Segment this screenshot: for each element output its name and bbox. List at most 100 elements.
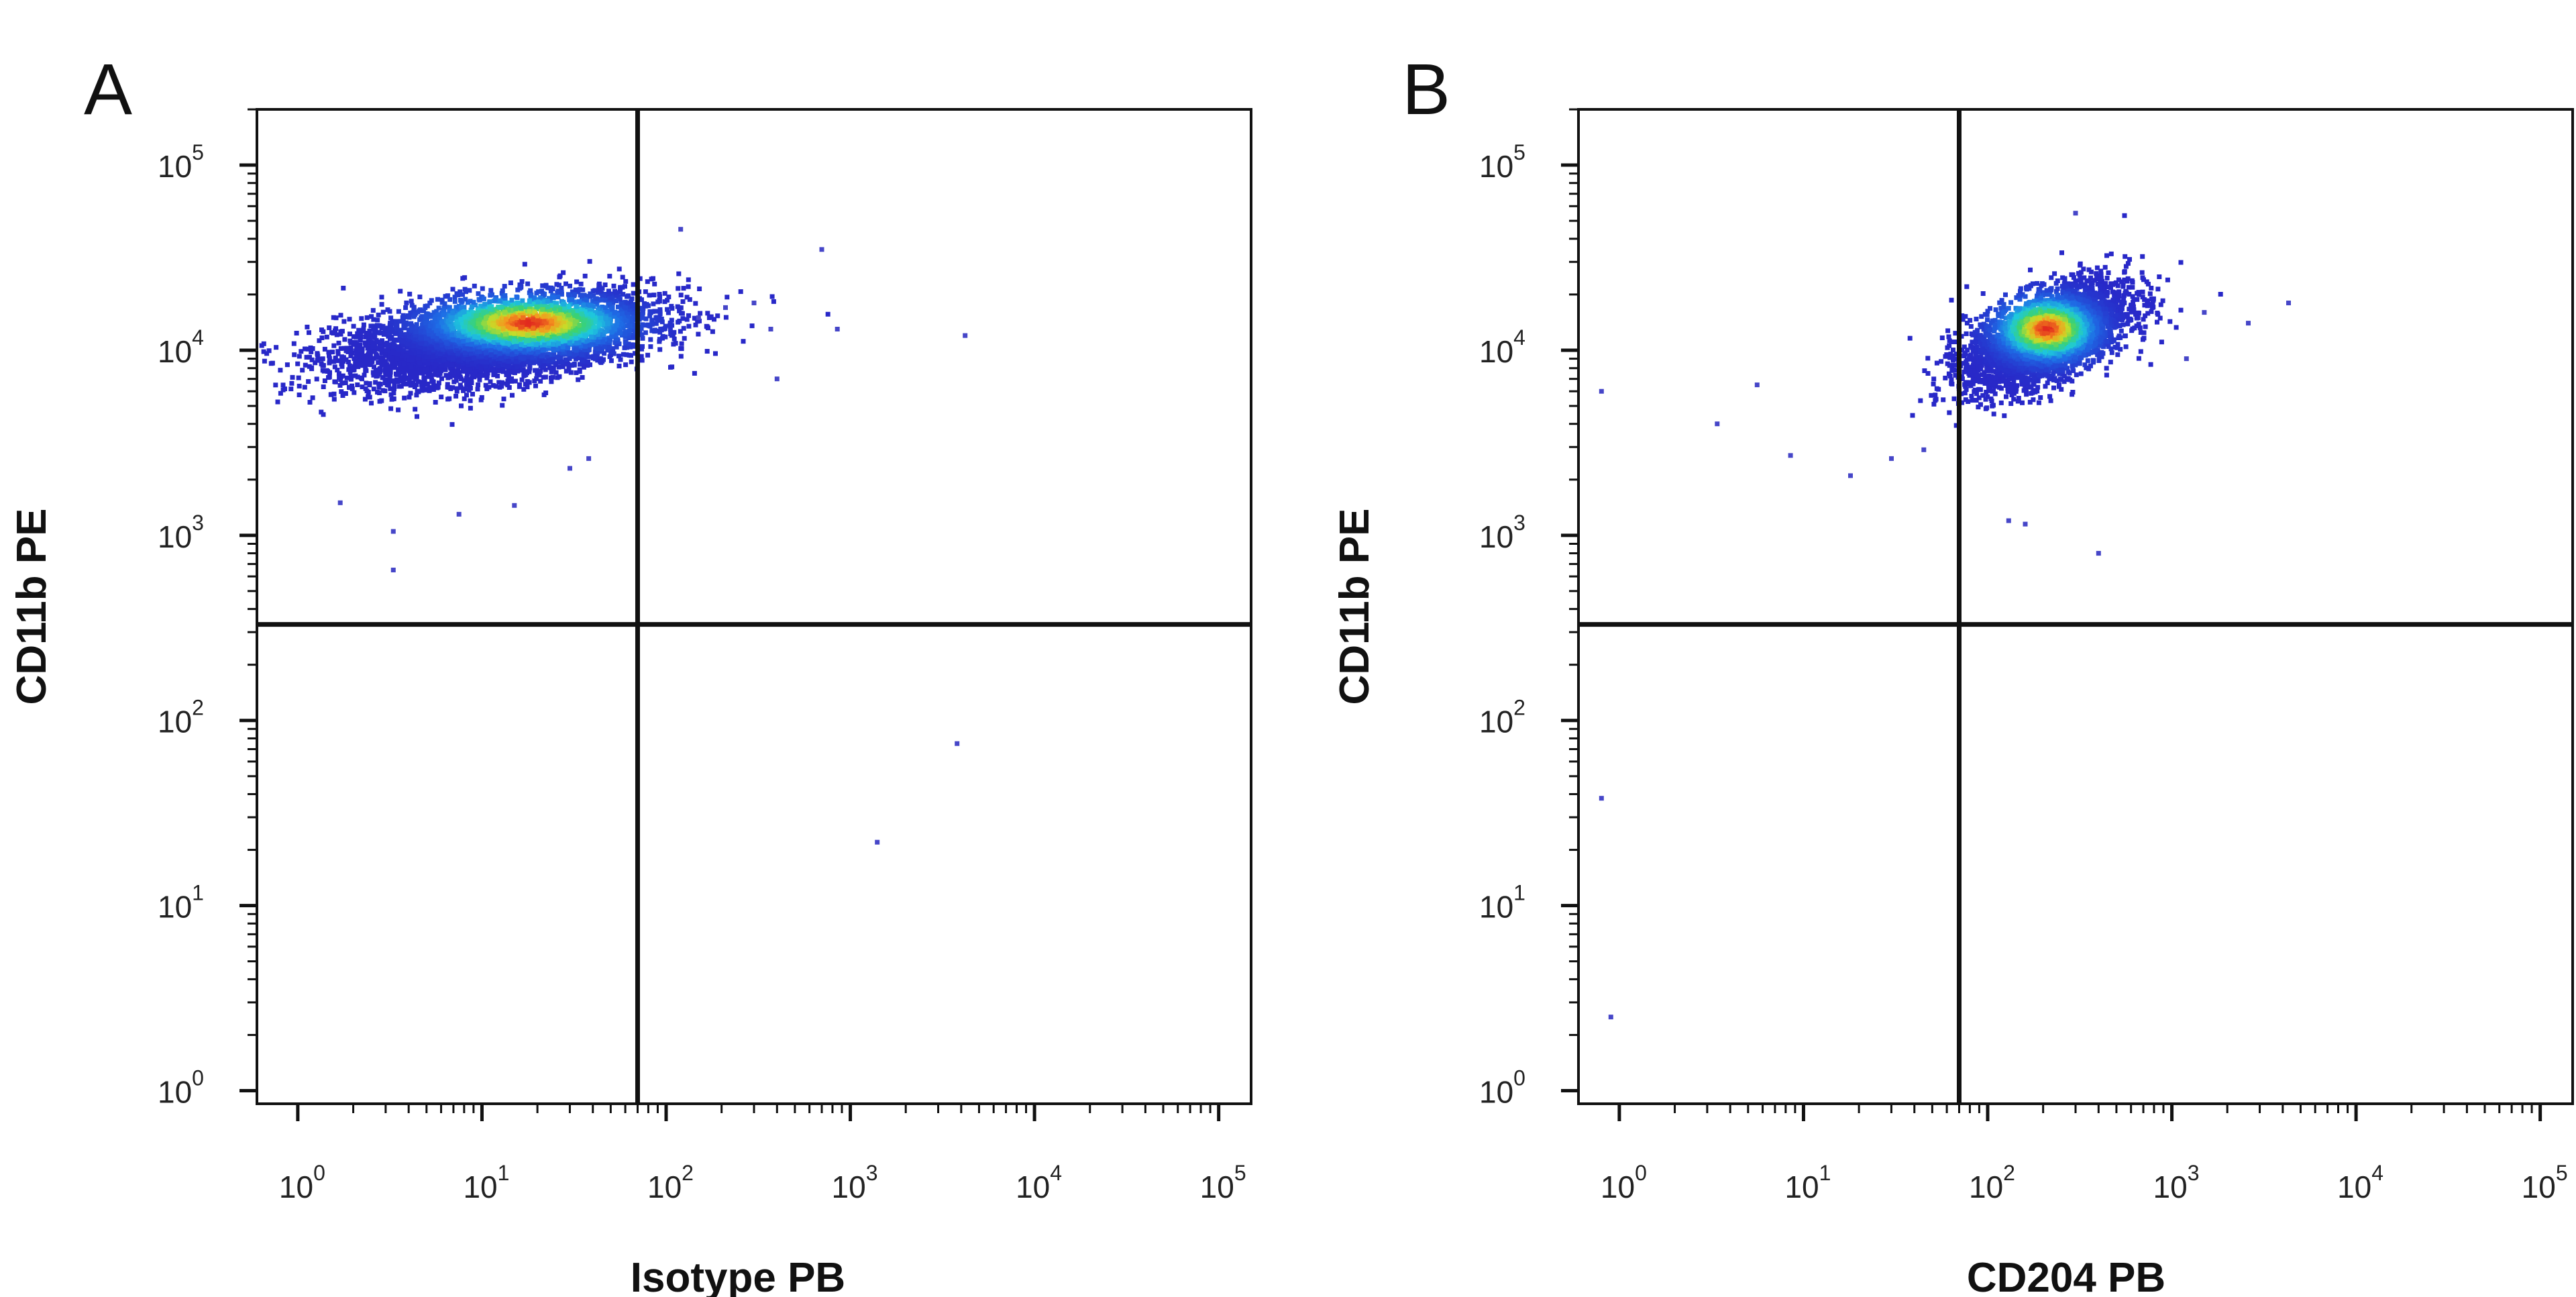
event-dot bbox=[501, 358, 506, 363]
event-dot bbox=[331, 359, 337, 364]
event-dot bbox=[541, 392, 547, 397]
event-dot bbox=[451, 337, 456, 342]
event-dot bbox=[469, 305, 474, 310]
event-dot bbox=[415, 414, 419, 419]
event-dot bbox=[342, 337, 347, 342]
event-dot bbox=[464, 393, 469, 398]
event-dot bbox=[372, 364, 376, 370]
event-dot bbox=[503, 354, 508, 360]
event-dot bbox=[553, 362, 558, 368]
event-dot bbox=[398, 354, 403, 358]
event-dot bbox=[463, 319, 468, 325]
event-dot bbox=[651, 301, 656, 307]
event-dot bbox=[430, 357, 435, 362]
event-dot bbox=[630, 309, 635, 315]
event-dot bbox=[600, 321, 606, 327]
event-dot bbox=[307, 354, 312, 360]
event-dot bbox=[499, 291, 504, 296]
event-dot bbox=[333, 356, 338, 360]
event-dot bbox=[392, 338, 397, 343]
event-dot bbox=[580, 293, 585, 299]
event-dot bbox=[512, 339, 517, 344]
event-dot bbox=[632, 326, 637, 331]
event-dot bbox=[505, 301, 511, 306]
event-dot bbox=[580, 357, 584, 362]
event-dot bbox=[308, 345, 313, 350]
event-dot bbox=[640, 309, 645, 314]
event-dot bbox=[408, 382, 413, 388]
event-dot bbox=[362, 353, 367, 358]
event-dot bbox=[447, 305, 452, 310]
event-dot bbox=[663, 334, 668, 340]
event-dot bbox=[692, 370, 697, 376]
event-dot bbox=[396, 407, 401, 413]
event-dot bbox=[350, 350, 355, 356]
event-dot bbox=[503, 317, 508, 322]
event-dot bbox=[264, 351, 270, 356]
event-dot bbox=[288, 386, 294, 392]
event-dot bbox=[567, 297, 572, 303]
event-dot bbox=[596, 325, 601, 331]
event-dot bbox=[422, 351, 427, 356]
event-dot bbox=[631, 282, 636, 287]
event-dot bbox=[678, 293, 684, 298]
event-dot bbox=[595, 340, 600, 344]
event-dot bbox=[348, 353, 354, 358]
event-dot bbox=[261, 349, 266, 354]
event-dot bbox=[354, 354, 359, 359]
event-dot bbox=[466, 357, 471, 362]
event-dot bbox=[471, 336, 476, 342]
event-dot bbox=[533, 342, 539, 348]
event-dot bbox=[680, 316, 686, 321]
event-dot bbox=[534, 376, 539, 381]
event-dot bbox=[501, 397, 506, 402]
event-dot bbox=[600, 332, 605, 338]
event-dot bbox=[585, 321, 590, 326]
event-dot bbox=[665, 297, 670, 303]
event-dot bbox=[325, 369, 331, 374]
event-dot bbox=[568, 283, 572, 289]
event-dot bbox=[496, 380, 502, 385]
event-dot bbox=[678, 354, 684, 359]
event-dot bbox=[307, 330, 311, 335]
event-dot bbox=[339, 329, 345, 334]
event-dot bbox=[394, 371, 398, 376]
event-dot bbox=[552, 336, 557, 342]
event-dot bbox=[315, 354, 321, 359]
event-dot bbox=[561, 333, 567, 339]
event-dot bbox=[712, 317, 716, 322]
event-dot bbox=[371, 356, 376, 361]
event-dot bbox=[327, 356, 332, 361]
event-dot bbox=[369, 401, 374, 406]
event-dot bbox=[603, 305, 608, 310]
event-dot bbox=[550, 287, 555, 292]
event-dot bbox=[586, 347, 592, 352]
event-dot bbox=[413, 407, 418, 412]
event-dot bbox=[558, 355, 564, 360]
event-dot bbox=[594, 313, 600, 319]
event-dot bbox=[409, 380, 414, 385]
event-dot bbox=[476, 354, 481, 359]
event-dot bbox=[483, 325, 488, 330]
event-dot bbox=[535, 332, 541, 338]
event-dot bbox=[568, 334, 573, 340]
event-dot bbox=[566, 304, 571, 309]
event-dot bbox=[627, 323, 633, 329]
event-dot bbox=[421, 329, 427, 334]
event-dot bbox=[562, 305, 568, 311]
event-dot bbox=[577, 323, 582, 328]
event-dot bbox=[327, 360, 332, 366]
event-dot bbox=[464, 382, 469, 388]
event-dot bbox=[500, 365, 505, 370]
event-dot bbox=[391, 378, 396, 383]
event-dot bbox=[610, 346, 615, 351]
event-dot bbox=[556, 364, 561, 370]
event-dot bbox=[544, 307, 549, 312]
event-dot bbox=[626, 333, 631, 339]
event-dot bbox=[538, 295, 543, 301]
event-dot bbox=[541, 319, 547, 324]
event-dot bbox=[359, 316, 364, 321]
event-dot bbox=[457, 370, 462, 375]
event-dot bbox=[408, 310, 413, 315]
event-dot bbox=[657, 339, 662, 344]
